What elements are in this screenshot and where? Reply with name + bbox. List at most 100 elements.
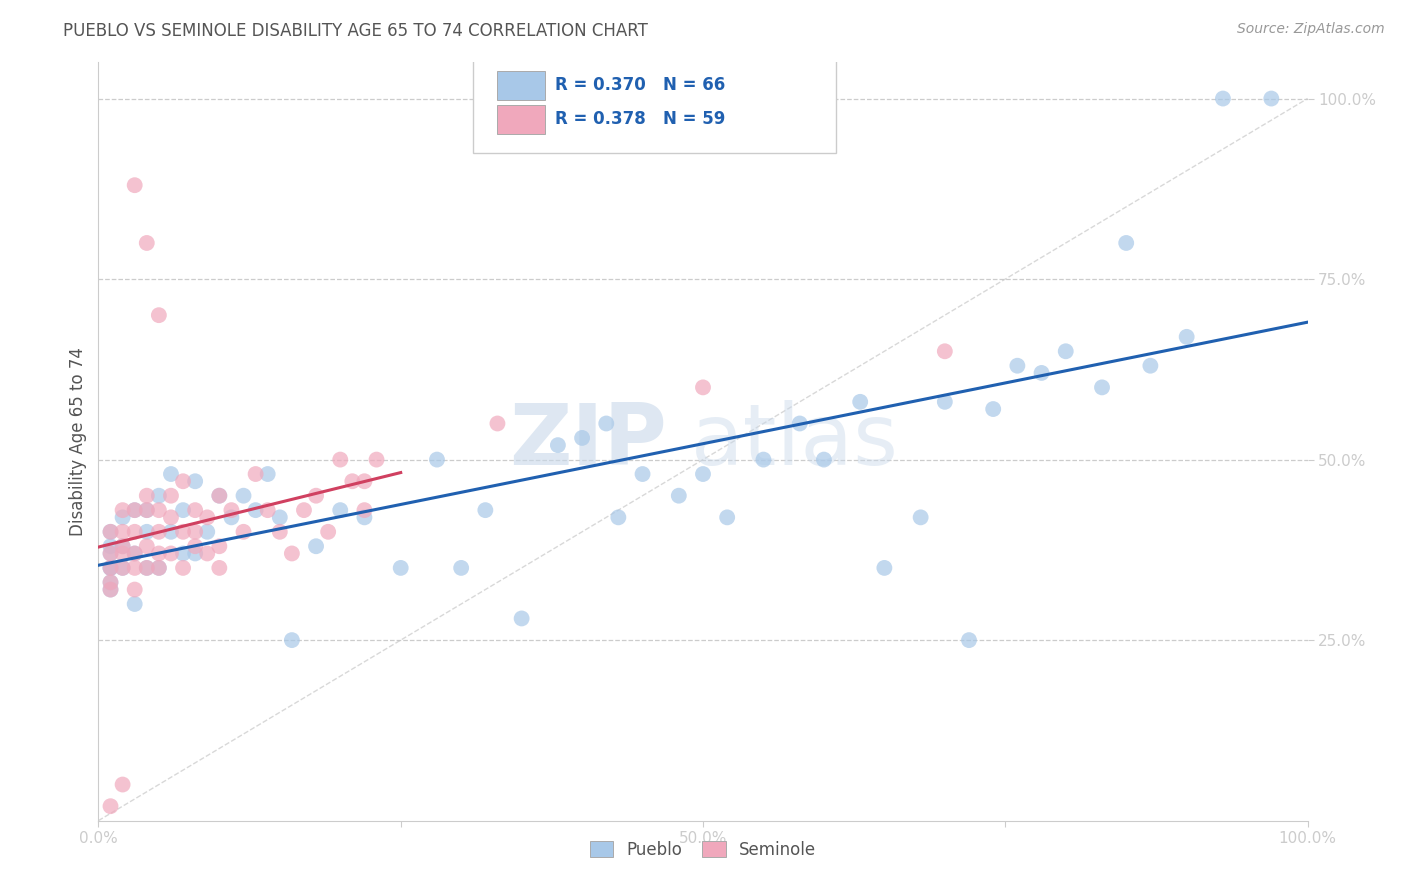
Pueblo [100,546,122,560]
Pueblo [849,394,872,409]
Pueblo [111,539,134,553]
Seminole [342,475,364,489]
Pueblo [873,561,896,575]
Text: atlas: atlas [690,400,898,483]
Pueblo [668,489,690,503]
Pueblo [1212,91,1234,105]
Seminole [221,503,243,517]
Pueblo [111,561,134,575]
Seminole [172,524,194,539]
Seminole [124,546,146,560]
Seminole [135,503,157,517]
Seminole [135,235,157,250]
Pueblo [124,503,146,517]
Text: R = 0.378   N = 59: R = 0.378 N = 59 [555,111,725,128]
Pueblo [172,503,194,517]
Pueblo [450,561,472,575]
Text: R = 0.370   N = 66: R = 0.370 N = 66 [555,76,725,95]
Seminole [100,799,122,814]
Seminole [486,417,509,431]
FancyBboxPatch shape [474,55,837,153]
Pueblo [232,489,254,503]
Pueblo [135,524,157,539]
Pueblo [1139,359,1161,373]
Pueblo [172,546,194,560]
Seminole [124,178,146,193]
Seminole [124,582,146,597]
Seminole [148,561,170,575]
Pueblo [245,503,267,517]
Pueblo [100,582,122,597]
Pueblo [1115,235,1137,250]
Pueblo [1175,330,1198,344]
Pueblo [135,503,157,517]
Seminole [305,489,328,503]
Pueblo [269,510,291,524]
Text: PUEBLO VS SEMINOLE DISABILITY AGE 65 TO 74 CORRELATION CHART: PUEBLO VS SEMINOLE DISABILITY AGE 65 TO … [63,22,648,40]
Pueblo [607,510,630,524]
Pueblo [1091,380,1114,394]
Pueblo [135,561,157,575]
Pueblo [631,467,654,481]
Pueblo [910,510,932,524]
Seminole [184,503,207,517]
Seminole [160,546,183,560]
Pueblo [547,438,569,452]
Pueblo [957,633,980,648]
Pueblo [281,633,304,648]
Seminole [232,524,254,539]
Pueblo [100,524,122,539]
Seminole [208,539,231,553]
Pueblo [389,561,412,575]
Pueblo [100,539,122,553]
Seminole [353,475,375,489]
Text: ZIP: ZIP [509,400,666,483]
Pueblo [595,417,617,431]
Pueblo [100,561,122,575]
Pueblo [789,417,811,431]
Pueblo [1054,344,1077,359]
Seminole [160,489,183,503]
Seminole [135,539,157,553]
Seminole [111,561,134,575]
Pueblo [148,489,170,503]
Seminole [692,380,714,394]
Pueblo [148,561,170,575]
Seminole [148,524,170,539]
Seminole [135,561,157,575]
Seminole [256,503,278,517]
Pueblo [813,452,835,467]
Pueblo [160,467,183,481]
Seminole [135,489,157,503]
Pueblo [474,503,496,517]
Seminole [111,524,134,539]
Pueblo [329,503,352,517]
Pueblo [111,510,134,524]
Seminole [111,503,134,517]
Seminole [100,561,122,575]
Pueblo [1031,366,1053,380]
Seminole [100,524,122,539]
Pueblo [510,611,533,625]
Seminole [208,561,231,575]
Pueblo [571,431,593,445]
Pueblo [184,475,207,489]
Seminole [245,467,267,481]
Seminole [111,778,134,792]
Seminole [100,575,122,590]
Seminole [111,539,134,553]
Seminole [148,308,170,322]
Text: Source: ZipAtlas.com: Source: ZipAtlas.com [1237,22,1385,37]
Seminole [329,452,352,467]
Seminole [184,524,207,539]
Pueblo [100,575,122,590]
Seminole [160,510,183,524]
Seminole [184,539,207,553]
Pueblo [353,510,375,524]
Seminole [195,510,218,524]
Pueblo [208,489,231,503]
Legend: Pueblo, Seminole: Pueblo, Seminole [583,834,823,865]
Pueblo [692,467,714,481]
Pueblo [221,510,243,524]
Pueblo [752,452,775,467]
